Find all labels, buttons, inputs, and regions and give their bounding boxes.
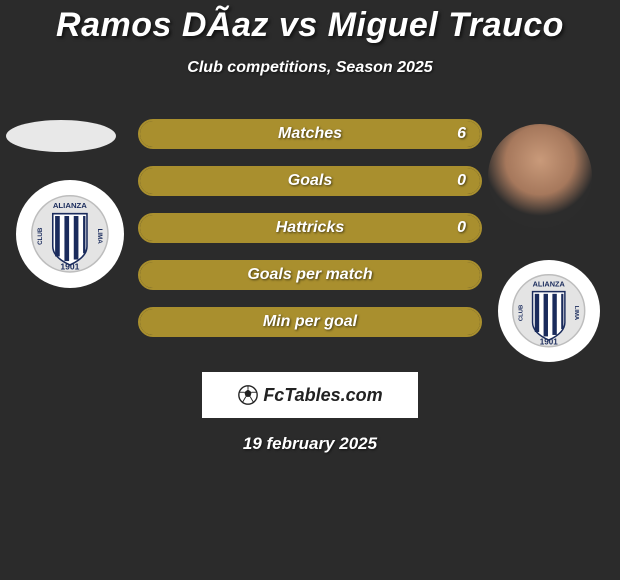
stat-value: 0 [457, 172, 466, 190]
soccer-ball-icon [237, 384, 259, 406]
stat-row: Min per goal [138, 307, 482, 337]
svg-text:1901: 1901 [60, 262, 79, 272]
stat-row: Matches 6 [138, 119, 482, 149]
svg-text:LIMA: LIMA [573, 306, 579, 321]
stat-row: Goals 0 [138, 166, 482, 196]
page-title: Ramos DÃ­az vs Miguel Trauco [0, 0, 620, 45]
svg-text:1901: 1901 [540, 338, 558, 347]
stat-value: 0 [457, 219, 466, 237]
svg-text:ALIANZA: ALIANZA [533, 280, 566, 289]
shield-icon: ALIANZA CLUB LIMA 1901 [512, 274, 585, 347]
player-right-avatar [488, 124, 592, 228]
stat-label: Goals [288, 172, 332, 190]
stat-label: Hattricks [276, 219, 344, 237]
svg-text:ALIANZA: ALIANZA [53, 201, 87, 210]
fctables-attribution: FcTables.com [202, 372, 418, 418]
stat-label: Min per goal [263, 313, 357, 331]
stat-value: 6 [457, 125, 466, 143]
stat-label: Matches [278, 125, 342, 143]
stat-row: Goals per match [138, 260, 482, 290]
svg-text:CLUB: CLUB [37, 227, 44, 245]
club-badge-left: ALIANZA CLUB LIMA 1901 [16, 180, 124, 288]
stat-label: Goals per match [247, 266, 372, 284]
svg-text:CLUB: CLUB [519, 305, 525, 321]
stat-row: Hattricks 0 [138, 213, 482, 243]
fctables-label: FcTables.com [263, 385, 382, 406]
shield-icon: ALIANZA CLUB LIMA 1901 [31, 195, 109, 273]
subtitle: Club competitions, Season 2025 [0, 59, 620, 77]
svg-text:LIMA: LIMA [96, 229, 103, 245]
comparison-date: 19 february 2025 [0, 434, 620, 454]
club-badge-right: ALIANZA CLUB LIMA 1901 [498, 260, 600, 362]
player-left-avatar-placeholder [6, 120, 116, 152]
